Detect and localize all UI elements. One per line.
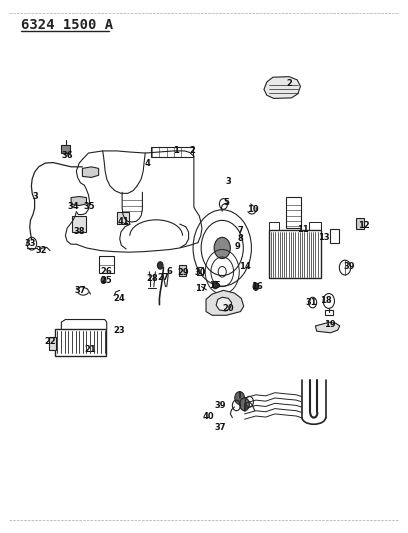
Text: 37: 37 <box>215 423 226 432</box>
Circle shape <box>253 283 259 290</box>
Text: 13: 13 <box>318 233 329 242</box>
Text: 28: 28 <box>146 273 158 282</box>
Text: 6324 1500 A: 6324 1500 A <box>21 18 113 33</box>
Text: 26: 26 <box>101 268 113 276</box>
Text: 40: 40 <box>202 411 214 421</box>
Text: 23: 23 <box>113 326 125 335</box>
Text: 2: 2 <box>286 79 292 88</box>
Bar <box>55 329 106 356</box>
Text: 18: 18 <box>320 296 331 305</box>
Bar <box>179 265 186 276</box>
Text: 25: 25 <box>100 276 112 285</box>
Polygon shape <box>206 290 244 316</box>
Bar <box>286 197 301 228</box>
Text: 27: 27 <box>157 272 169 281</box>
Text: 39: 39 <box>215 401 226 410</box>
Text: 12: 12 <box>358 221 370 230</box>
Bar <box>269 230 321 278</box>
Text: 9: 9 <box>234 243 240 252</box>
Polygon shape <box>216 297 232 311</box>
Circle shape <box>235 392 244 405</box>
Text: 29: 29 <box>177 268 189 277</box>
Text: 4: 4 <box>144 159 150 167</box>
Bar <box>61 145 70 152</box>
Text: 35: 35 <box>84 201 95 211</box>
Text: 34: 34 <box>68 201 79 211</box>
Polygon shape <box>71 197 86 206</box>
Circle shape <box>239 398 249 411</box>
Bar <box>325 310 333 316</box>
Text: 2: 2 <box>189 147 195 156</box>
Circle shape <box>101 277 106 284</box>
Text: 32: 32 <box>35 246 47 255</box>
Text: 15: 15 <box>208 280 220 289</box>
Bar <box>330 229 339 243</box>
Text: 14: 14 <box>239 262 251 271</box>
Text: 37: 37 <box>75 286 86 295</box>
Text: 3: 3 <box>226 177 231 186</box>
Text: 10: 10 <box>247 205 258 214</box>
Text: 6: 6 <box>166 268 173 276</box>
Polygon shape <box>82 167 99 177</box>
Text: 16: 16 <box>251 282 263 291</box>
Text: 3: 3 <box>33 192 39 201</box>
Bar <box>49 337 56 350</box>
Bar <box>100 256 114 273</box>
Text: 8: 8 <box>237 234 243 243</box>
Text: 21: 21 <box>85 345 96 354</box>
Text: 22: 22 <box>44 337 56 346</box>
Text: 7: 7 <box>237 227 243 236</box>
Bar <box>309 222 321 230</box>
Text: 41: 41 <box>118 217 130 226</box>
Text: 38: 38 <box>73 227 85 236</box>
Circle shape <box>214 237 231 259</box>
Text: 36: 36 <box>61 151 73 160</box>
Text: 17: 17 <box>195 284 206 293</box>
Text: 1: 1 <box>173 147 179 156</box>
Text: 24: 24 <box>113 294 125 303</box>
Text: 30: 30 <box>194 268 206 277</box>
Text: 19: 19 <box>324 320 335 329</box>
Bar <box>269 222 279 230</box>
Text: 39: 39 <box>343 262 355 271</box>
Circle shape <box>157 262 163 269</box>
Circle shape <box>213 281 218 289</box>
Text: 5: 5 <box>223 198 229 207</box>
Bar <box>151 147 193 157</box>
Polygon shape <box>315 322 340 333</box>
Text: 20: 20 <box>222 304 234 313</box>
Bar <box>355 217 364 229</box>
Bar <box>197 266 203 275</box>
Bar <box>72 216 86 232</box>
Text: 11: 11 <box>297 225 309 234</box>
Polygon shape <box>264 77 300 99</box>
Bar <box>117 213 129 224</box>
Text: 31: 31 <box>306 298 317 307</box>
Text: 33: 33 <box>25 239 36 248</box>
